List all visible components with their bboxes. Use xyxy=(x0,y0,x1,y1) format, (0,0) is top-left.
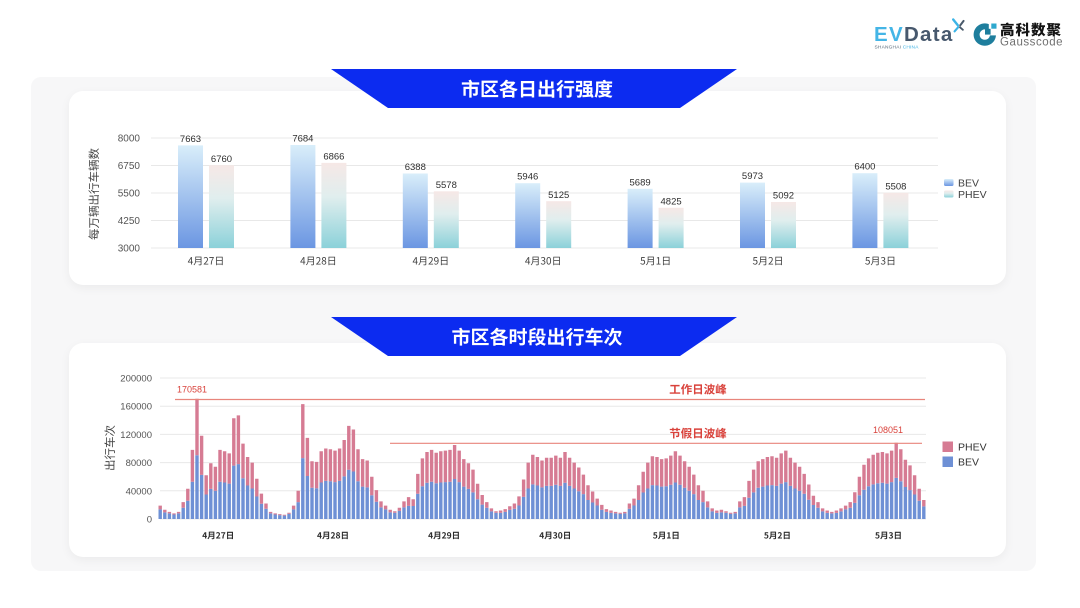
svg-text:Gausscode: Gausscode xyxy=(1000,37,1063,49)
svg-text:PHEV: PHEV xyxy=(958,189,987,201)
svg-text:6866: 6866 xyxy=(323,151,344,162)
svg-text:5508: 5508 xyxy=(885,181,906,192)
svg-text:200000: 200000 xyxy=(120,374,152,385)
svg-text:5500: 5500 xyxy=(118,189,141,200)
svg-text:40000: 40000 xyxy=(126,486,152,497)
svg-text:5946: 5946 xyxy=(517,172,538,183)
svg-text:5578: 5578 xyxy=(436,180,457,191)
svg-text:7663: 7663 xyxy=(180,134,201,145)
svg-text:5092: 5092 xyxy=(773,191,794,202)
svg-text:120000: 120000 xyxy=(120,430,152,441)
svg-text:6400: 6400 xyxy=(854,162,875,173)
svg-text:3000: 3000 xyxy=(118,244,141,255)
svg-text:5125: 5125 xyxy=(548,190,569,201)
svg-text:BEV: BEV xyxy=(958,457,979,469)
svg-text:SHANGHAI CHINA: SHANGHAI CHINA xyxy=(875,45,920,51)
svg-text:8000: 8000 xyxy=(118,134,141,145)
svg-text:7684: 7684 xyxy=(292,134,313,145)
svg-text:5973: 5973 xyxy=(742,171,763,182)
svg-text:6750: 6750 xyxy=(118,161,141,172)
svg-text:6388: 6388 xyxy=(405,162,426,173)
svg-text:0: 0 xyxy=(147,515,152,526)
svg-text:5689: 5689 xyxy=(630,177,651,188)
svg-text:4250: 4250 xyxy=(118,216,141,227)
svg-text:EVData: EVData xyxy=(874,23,954,46)
svg-text:170581: 170581 xyxy=(177,385,207,395)
svg-text:PHEV: PHEV xyxy=(958,442,987,454)
svg-text:160000: 160000 xyxy=(120,402,152,413)
svg-text:6760: 6760 xyxy=(211,154,232,165)
svg-text:80000: 80000 xyxy=(126,458,152,469)
svg-text:108051: 108051 xyxy=(873,425,903,435)
svg-text:BEV: BEV xyxy=(958,178,979,190)
svg-text:4825: 4825 xyxy=(661,196,682,207)
